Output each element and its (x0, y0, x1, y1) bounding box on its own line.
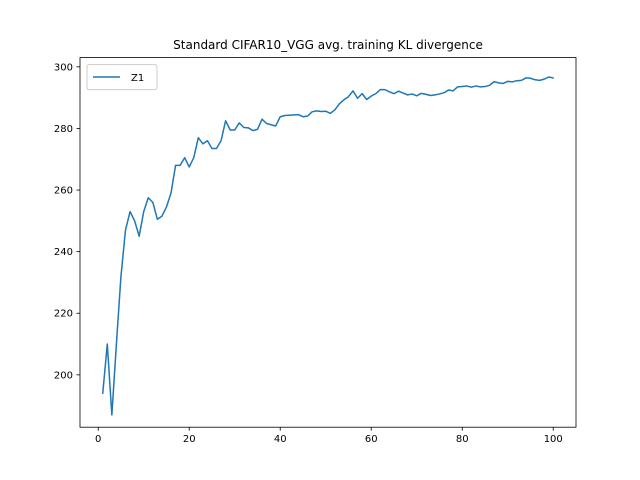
legend-box (86, 64, 158, 91)
x-tick-label: 80 (456, 434, 469, 445)
chart-title: Standard CIFAR10_VGG avg. training KL di… (173, 38, 483, 52)
legend-label-z1: Z1 (131, 73, 144, 84)
legend: Z1 (86, 64, 158, 91)
x-tick-label: 40 (274, 434, 287, 445)
x-tick-label: 20 (183, 434, 196, 445)
y-tick-label: 280 (54, 124, 73, 135)
y-tick-label: 300 (54, 62, 73, 73)
y-tick-label: 260 (54, 186, 73, 197)
plot-area-frame (79, 57, 577, 428)
y-tick-label: 200 (54, 370, 73, 381)
series-line-z1 (102, 76, 554, 416)
y-tick-label: 240 (54, 247, 73, 258)
x-tick-label: 60 (365, 434, 378, 445)
y-tick-label: 220 (54, 309, 73, 320)
axis-ticks: 0 20 40 60 80 100 200 220 240 260 280 300 (54, 62, 563, 445)
x-tick-label: 0 (95, 434, 101, 445)
x-tick-label: 100 (544, 434, 563, 445)
